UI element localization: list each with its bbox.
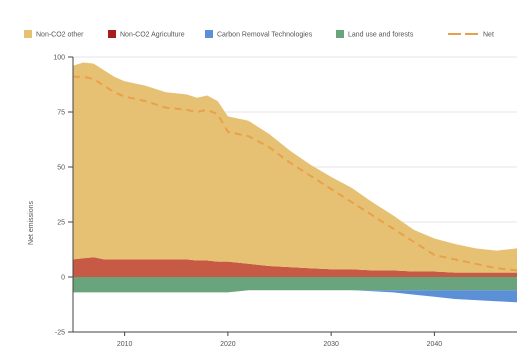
legend-swatch — [336, 30, 344, 38]
x-tick-label: 2040 — [427, 341, 443, 348]
legend-label: Land use and forests — [348, 32, 414, 39]
x-tick-label: 2010 — [117, 341, 133, 348]
y-tick-label: 100 — [53, 55, 65, 62]
legend-swatch — [108, 30, 116, 38]
legend-label: Non-CO2 other — [36, 32, 84, 39]
area-carbon-removal-technologies — [73, 290, 517, 303]
y-tick-label: -25 — [55, 330, 65, 337]
net-line — [73, 75, 517, 272]
legend-item: Non-CO2 Agriculture — [108, 30, 185, 39]
area-non-co2-other — [73, 62, 517, 273]
y-tick-label: 50 — [57, 165, 65, 172]
legend-item: Net — [448, 32, 494, 39]
legend-item: Non-CO2 other — [24, 30, 84, 39]
legend-swatch — [24, 30, 32, 38]
legend-label: Non-CO2 Agriculture — [120, 32, 185, 39]
legend-item: Land use and forests — [336, 30, 414, 39]
chart-axes: -25 0 25 50 75 100 2010 2020 2030 2040 — [53, 55, 517, 348]
x-tick-label: 2030 — [323, 341, 339, 348]
legend-label: Carbon Removal Technologies — [217, 32, 313, 39]
y-tick-label: 0 — [61, 275, 65, 282]
area-non-co2-agriculture — [73, 257, 517, 277]
legend-item: Carbon Removal Technologies — [205, 30, 313, 39]
x-tick-label: 2020 — [220, 341, 236, 348]
chart-areas — [73, 62, 517, 303]
legend-swatch — [205, 30, 213, 38]
chart-lines — [73, 75, 517, 272]
y-axis-label: Net emissions — [28, 201, 35, 245]
area-land-use-and-forests — [73, 277, 517, 293]
y-tick-label: 75 — [57, 110, 65, 117]
y-tick-label: 25 — [57, 220, 65, 227]
legend-label: Net — [483, 32, 494, 39]
chart-legend: Non-CO2 other Non-CO2 Agriculture Carbon R… — [24, 30, 494, 39]
